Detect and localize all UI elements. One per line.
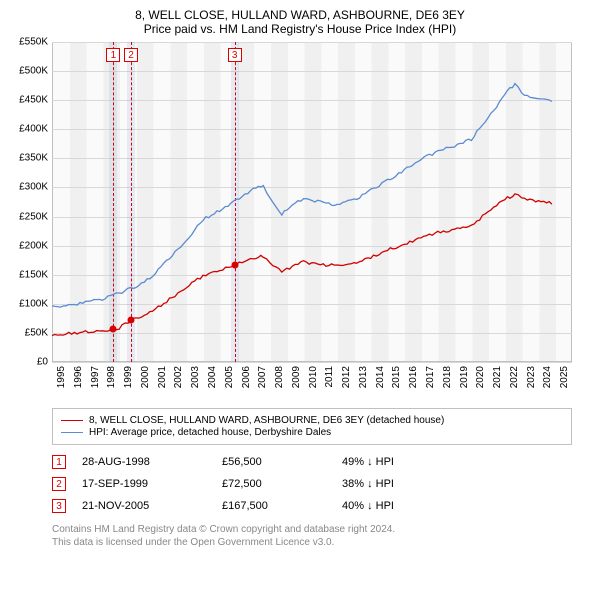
- y-tick-label: £100K: [19, 298, 48, 309]
- sale-diff: 49% ↓ HPI: [342, 456, 462, 468]
- y-tick-label: £200K: [19, 240, 48, 251]
- y-tick-label: £300K: [19, 182, 48, 193]
- y-tick-label: £550K: [19, 37, 48, 48]
- x-tick-label: 2024: [542, 366, 553, 388]
- sale-diff: 40% ↓ HPI: [342, 500, 462, 512]
- y-tick-label: £450K: [19, 95, 48, 106]
- x-tick-label: 2004: [207, 366, 218, 388]
- x-tick-label: 2005: [224, 366, 235, 388]
- y-tick-label: £50K: [25, 327, 48, 338]
- x-tick-label: 2021: [492, 366, 503, 388]
- title-address: 8, WELL CLOSE, HULLAND WARD, ASHBOURNE, …: [10, 8, 590, 22]
- sale-date: 28-AUG-1998: [82, 456, 222, 468]
- y-tick-label: £400K: [19, 124, 48, 135]
- x-tick-label: 2019: [459, 366, 470, 388]
- series-hpi: [52, 84, 552, 308]
- y-tick-label: £0: [37, 357, 48, 368]
- x-tick-label: 2009: [291, 366, 302, 388]
- y-tick-label: £500K: [19, 66, 48, 77]
- x-tick-label: 2018: [442, 366, 453, 388]
- legend-label: 8, WELL CLOSE, HULLAND WARD, ASHBOURNE, …: [89, 415, 444, 426]
- x-tick-label: 2023: [526, 366, 537, 388]
- x-tick-label: 2012: [341, 366, 352, 388]
- x-tick-label: 2003: [190, 366, 201, 388]
- sale-row: 2 17-SEP-1999£72,50038% ↓ HPI: [52, 477, 572, 491]
- x-tick-label: 2010: [308, 366, 319, 388]
- x-tick-label: 2022: [509, 366, 520, 388]
- y-tick-label: £350K: [19, 153, 48, 164]
- chart-titles: 8, WELL CLOSE, HULLAND WARD, ASHBOURNE, …: [10, 8, 590, 36]
- footnote: Contains HM Land Registry data © Crown c…: [52, 523, 572, 549]
- x-tick-label: 1995: [56, 366, 67, 388]
- x-tick-label: 2008: [274, 366, 285, 388]
- legend-swatch: [61, 420, 83, 421]
- sale-price: £167,500: [222, 500, 342, 512]
- footnote-line: Contains HM Land Registry data © Crown c…: [52, 523, 572, 536]
- x-tick-label: 2020: [475, 366, 486, 388]
- sale-price: £72,500: [222, 478, 342, 490]
- x-tick-label: 2013: [358, 366, 369, 388]
- title-subtitle: Price paid vs. HM Land Registry's House …: [10, 22, 590, 36]
- sale-price: £56,500: [222, 456, 342, 468]
- legend: 8, WELL CLOSE, HULLAND WARD, ASHBOURNE, …: [52, 408, 572, 445]
- sale-row: 3 21-NOV-2005£167,50040% ↓ HPI: [52, 499, 572, 513]
- x-tick-label: 1998: [106, 366, 117, 388]
- sale-row: 1 28-AUG-1998£56,50049% ↓ HPI: [52, 455, 572, 469]
- x-tick-label: 2015: [391, 366, 402, 388]
- line-series: [52, 42, 572, 362]
- footnote-line: This data is licensed under the Open Gov…: [52, 536, 572, 549]
- x-tick-label: 2006: [241, 366, 252, 388]
- x-tick-label: 1997: [90, 366, 101, 388]
- x-tick-label: 2007: [257, 366, 268, 388]
- series-property: [52, 194, 552, 336]
- x-tick-label: 2002: [173, 366, 184, 388]
- sale-index-box: 1: [52, 455, 66, 469]
- legend-label: HPI: Average price, detached house, Derb…: [89, 427, 331, 438]
- sale-diff: 38% ↓ HPI: [342, 478, 462, 490]
- x-tick-label: 1996: [73, 366, 84, 388]
- x-tick-label: 2025: [559, 366, 570, 388]
- x-tick-label: 2016: [408, 366, 419, 388]
- sales-list: 1 28-AUG-1998£56,50049% ↓ HPI 2 17-SEP-1999…: [52, 455, 572, 513]
- x-tick-label: 2014: [375, 366, 386, 388]
- x-tick-label: 1999: [123, 366, 134, 388]
- x-tick-label: 2001: [157, 366, 168, 388]
- sale-index-box: 2: [52, 477, 66, 491]
- x-tick-label: 2000: [140, 366, 151, 388]
- y-tick-label: £250K: [19, 211, 48, 222]
- sale-index-box: 3: [52, 499, 66, 513]
- legend-swatch: [61, 432, 83, 433]
- legend-item-property: 8, WELL CLOSE, HULLAND WARD, ASHBOURNE, …: [61, 415, 563, 426]
- chart-container: 8, WELL CLOSE, HULLAND WARD, ASHBOURNE, …: [0, 0, 600, 590]
- legend-item-hpi: HPI: Average price, detached house, Derb…: [61, 427, 563, 438]
- sale-date: 21-NOV-2005: [82, 500, 222, 512]
- plot-area: 123 £0£50K£100K£150K£200K£250K£300K£350K…: [10, 42, 590, 402]
- y-tick-label: £150K: [19, 269, 48, 280]
- x-tick-label: 2011: [324, 366, 335, 388]
- sale-date: 17-SEP-1999: [82, 478, 222, 490]
- x-tick-label: 2017: [425, 366, 436, 388]
